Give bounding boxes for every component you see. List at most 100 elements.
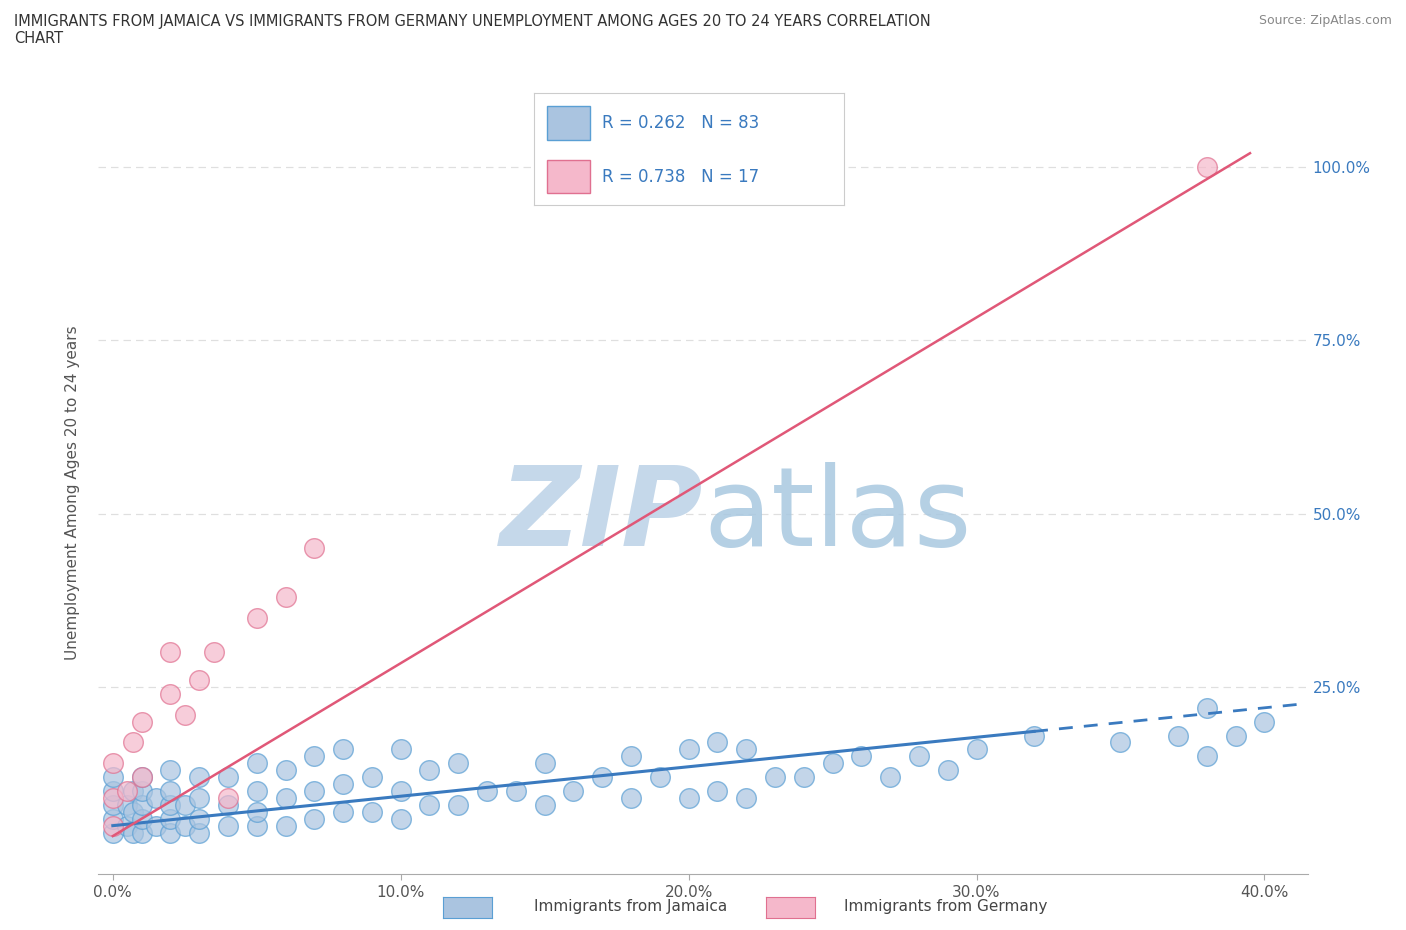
Point <box>447 756 470 771</box>
Point <box>505 784 527 799</box>
Point <box>304 541 326 556</box>
Point <box>246 610 269 625</box>
Point <box>274 763 297 777</box>
Point <box>145 790 167 805</box>
Point <box>678 790 700 805</box>
Text: R = 0.738   N = 17: R = 0.738 N = 17 <box>602 167 759 186</box>
Point <box>1022 728 1045 743</box>
Point <box>217 770 239 785</box>
Point <box>706 784 728 799</box>
Point <box>159 644 181 659</box>
Point <box>1195 160 1218 175</box>
Point <box>188 811 211 826</box>
Point <box>966 742 988 757</box>
Text: ZIP: ZIP <box>499 462 703 569</box>
Point <box>159 763 181 777</box>
Point <box>217 818 239 833</box>
Point <box>648 770 671 785</box>
Point <box>389 784 412 799</box>
Point <box>735 790 758 805</box>
Point <box>122 784 145 799</box>
Point <box>620 790 643 805</box>
Point <box>246 804 269 819</box>
Point <box>1253 714 1275 729</box>
Point <box>389 742 412 757</box>
Point <box>332 742 354 757</box>
Point <box>475 784 498 799</box>
Point <box>533 797 555 812</box>
Point <box>188 770 211 785</box>
Point <box>936 763 959 777</box>
Point <box>115 818 138 833</box>
Point <box>188 825 211 840</box>
Text: IMMIGRANTS FROM JAMAICA VS IMMIGRANTS FROM GERMANY UNEMPLOYMENT AMONG AGES 20 TO: IMMIGRANTS FROM JAMAICA VS IMMIGRANTS FR… <box>14 14 931 46</box>
Point <box>678 742 700 757</box>
Point <box>361 804 384 819</box>
Point <box>332 777 354 791</box>
Point <box>304 749 326 764</box>
Point <box>304 784 326 799</box>
Point <box>246 818 269 833</box>
Point <box>533 756 555 771</box>
Point <box>735 742 758 757</box>
Text: Immigrants from Germany: Immigrants from Germany <box>844 899 1047 914</box>
Point <box>131 770 153 785</box>
Y-axis label: Unemployment Among Ages 20 to 24 years: Unemployment Among Ages 20 to 24 years <box>65 326 80 660</box>
Point <box>159 686 181 701</box>
Point <box>1195 749 1218 764</box>
Point <box>793 770 815 785</box>
Point <box>851 749 873 764</box>
Point <box>159 784 181 799</box>
Point <box>101 756 124 771</box>
Text: R = 0.262   N = 83: R = 0.262 N = 83 <box>602 114 759 132</box>
Point <box>145 818 167 833</box>
Point <box>246 756 269 771</box>
Point <box>1195 700 1218 715</box>
Text: Immigrants from Jamaica: Immigrants from Jamaica <box>534 899 727 914</box>
Point <box>115 797 138 812</box>
Point <box>332 804 354 819</box>
Point <box>159 797 181 812</box>
Point <box>131 770 153 785</box>
Point <box>122 825 145 840</box>
Point <box>131 797 153 812</box>
Point <box>418 763 440 777</box>
Point <box>908 749 931 764</box>
Point <box>1225 728 1247 743</box>
Point <box>101 770 124 785</box>
Point <box>447 797 470 812</box>
Point <box>131 714 153 729</box>
Point <box>1109 735 1132 750</box>
Point <box>418 797 440 812</box>
Point <box>217 790 239 805</box>
Point <box>274 590 297 604</box>
Point <box>101 797 124 812</box>
Point <box>122 735 145 750</box>
Point <box>879 770 901 785</box>
Point <box>101 818 124 833</box>
Point <box>361 770 384 785</box>
Point <box>274 818 297 833</box>
Point <box>131 811 153 826</box>
Point <box>217 797 239 812</box>
Point <box>173 797 195 812</box>
Point <box>159 825 181 840</box>
Point <box>115 784 138 799</box>
Point <box>188 790 211 805</box>
Point <box>159 811 181 826</box>
Point <box>274 790 297 805</box>
FancyBboxPatch shape <box>547 160 591 193</box>
Point <box>389 811 412 826</box>
Point <box>101 790 124 805</box>
Point <box>188 672 211 687</box>
Point <box>1167 728 1189 743</box>
Point <box>821 756 844 771</box>
Point <box>173 708 195 723</box>
Text: atlas: atlas <box>703 462 972 569</box>
Point <box>131 784 153 799</box>
Point <box>101 784 124 799</box>
Point <box>101 825 124 840</box>
Point <box>173 818 195 833</box>
Point <box>591 770 613 785</box>
Point <box>763 770 786 785</box>
